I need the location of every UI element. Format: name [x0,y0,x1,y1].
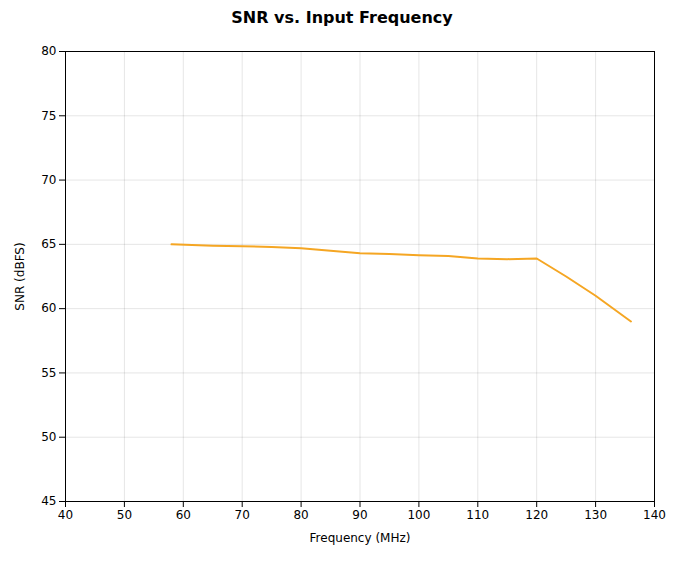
svg-text:70: 70 [235,508,250,522]
svg-text:80: 80 [293,508,308,522]
svg-text:90: 90 [352,508,367,522]
svg-text:SNR (dBFS): SNR (dBFS) [13,242,27,310]
svg-text:60: 60 [41,301,56,315]
svg-text:100: 100 [407,508,430,522]
svg-text:40: 40 [58,508,73,522]
svg-text:130: 130 [584,508,607,522]
svg-text:80: 80 [41,44,56,58]
svg-text:60: 60 [176,508,191,522]
svg-text:140: 140 [643,508,666,522]
svg-text:50: 50 [41,430,56,444]
svg-text:110: 110 [466,508,489,522]
html-text:SNR vs. Input Frequency: SNR vs. Input Frequency [231,8,453,27]
svg-text:55: 55 [41,366,56,380]
svg-text:45: 45 [41,494,56,508]
svg-text:Frequency (MHz): Frequency (MHz) [310,531,411,545]
svg-text:65: 65 [41,237,56,251]
svg-text:75: 75 [41,109,56,123]
svg-text:120: 120 [525,508,548,522]
svg-text:50: 50 [117,508,132,522]
svg-text:70: 70 [41,173,56,187]
